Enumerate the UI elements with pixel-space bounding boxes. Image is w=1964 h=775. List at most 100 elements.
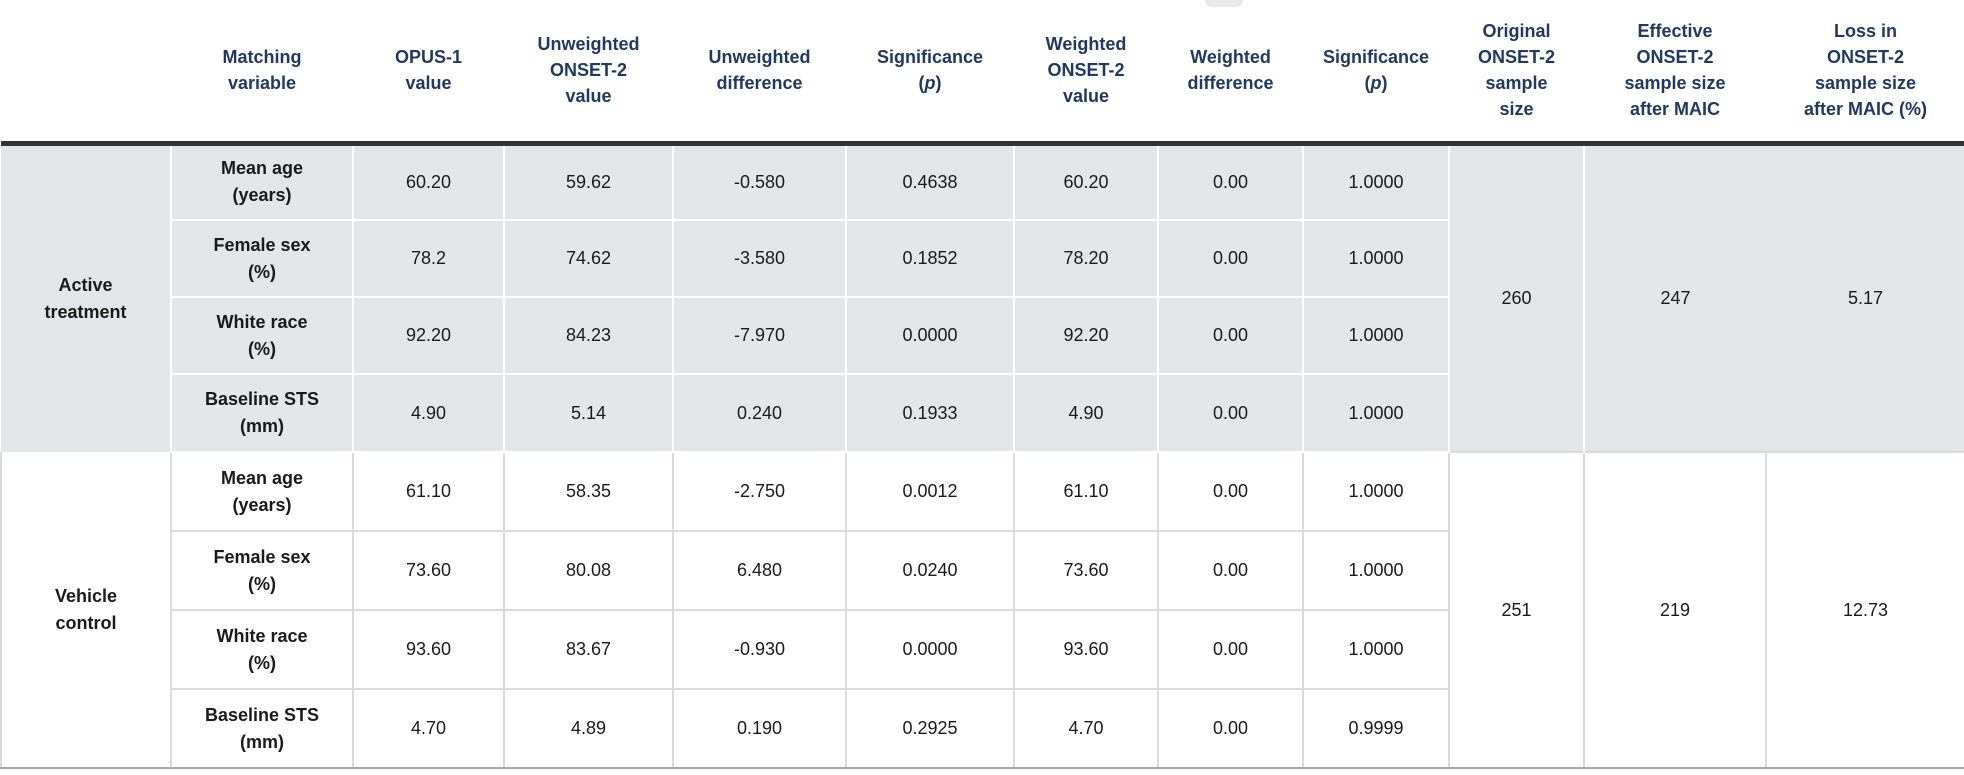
header-line: after MAIC (1629, 99, 1720, 120)
value-cell-unw_onset2: 74.62 (503, 219, 674, 298)
header-line: sample size (1624, 73, 1726, 94)
value-cell-opus1: 60.20 (352, 142, 505, 221)
value-cell-w_onset2: 93.60 (1013, 609, 1159, 690)
value-cell-unw_diff: -0.580 (672, 142, 847, 221)
value-cell-sig2: 0.9999 (1302, 688, 1450, 769)
value-cell-unw_diff: -2.750 (672, 451, 847, 532)
matching-variable-cell: Female sex (%) (170, 530, 354, 611)
table-row: Baseline STS (mm) 4.90 5.14 0.240 0.1933 4.90 0… (1, 373, 1964, 453)
header-line: sample (1485, 73, 1548, 94)
matching-variable-cell: Mean age (years) (170, 451, 354, 532)
value-cell-unw_onset2: 5.14 (503, 373, 674, 453)
header-line: Significance (876, 47, 984, 68)
column-header-group (1, 0, 171, 146)
value-cell-opus1: 92.20 (352, 296, 505, 375)
header-line: Weighted (1045, 34, 1127, 55)
value-cell-sig2: 1.0000 (1302, 296, 1450, 375)
value-cell-unw_diff: -3.580 (672, 219, 847, 298)
value-cell-unw_diff: -0.930 (672, 609, 847, 690)
header-line: (p) (1364, 73, 1388, 94)
cropped-element-artifact (1205, 0, 1243, 7)
sample-size-cell-eff_n: 219 (1583, 451, 1767, 769)
value-cell-w_diff: 0.00 (1157, 688, 1304, 769)
value-cell-sig2: 1.0000 (1302, 530, 1450, 611)
matching-variable-cell: Baseline STS (mm) (170, 373, 354, 453)
column-header-opus1: OPUS-1 value (353, 0, 504, 146)
value-cell-w_onset2: 78.20 (1013, 219, 1159, 298)
sample-size-cell-eff_n: 247 (1584, 143, 1766, 452)
header-line: Loss in (1833, 21, 1897, 42)
column-header-unw_onset2: Unweighted ONSET-2 value (504, 0, 673, 146)
value-cell-w_onset2: 61.10 (1013, 451, 1159, 532)
value-cell-unw_diff: 0.190 (672, 688, 847, 769)
group-label-line: control (55, 612, 117, 633)
variable-line: (%) (248, 652, 276, 673)
group-label-line: treatment (44, 301, 127, 322)
value-cell-w_diff: 0.00 (1157, 373, 1304, 453)
variable-line: (%) (248, 573, 276, 594)
matching-variable-cell: Female sex (%) (170, 219, 354, 298)
value-cell-w_diff: 0.00 (1157, 530, 1304, 611)
matching-variable-cell: Mean age (years) (170, 142, 354, 221)
value-cell-w_onset2: 4.70 (1013, 688, 1159, 769)
variable-line: (years) (232, 494, 292, 515)
sample-size-cell-loss_n: 12.73 (1765, 451, 1964, 769)
header-line: Effective (1637, 21, 1713, 42)
header-line: ONSET-2 (549, 60, 628, 81)
variable-line: (mm) (240, 416, 284, 436)
header-line: difference (716, 73, 803, 94)
value-cell-sig1: 0.4638 (845, 142, 1015, 221)
value-cell-sig1: 0.0012 (845, 451, 1015, 532)
column-header-sig2: Significance (p) (1303, 0, 1449, 146)
value-cell-w_diff: 0.00 (1157, 142, 1304, 221)
variable-line: (%) (248, 338, 276, 359)
value-cell-w_diff: 0.00 (1157, 609, 1304, 690)
group-label-line: Active (58, 274, 113, 295)
header-line: sample size (1814, 73, 1917, 94)
value-cell-sig1: 0.0240 (845, 530, 1015, 611)
variable-line: White race (216, 311, 308, 332)
value-cell-sig1: 0.1933 (845, 373, 1015, 453)
value-cell-unw_onset2: 58.35 (503, 451, 674, 532)
table-row: White race (%) 93.60 83.67 -0.930 0.0000 93.60… (1, 609, 1964, 690)
table-row: Vehicle control Mean age (years) 61.10 58.35-… (0, 451, 1964, 769)
header-line: ONSET-2 (1826, 47, 1905, 68)
column-header-unw_diff: Unweighted difference (673, 0, 846, 146)
header-line: value (1062, 86, 1110, 107)
value-cell-unw_onset2: 80.08 (503, 530, 674, 611)
column-header-orig_n: Original ONSET-2 sample size (1449, 0, 1584, 146)
value-cell-sig2: 1.0000 (1302, 451, 1450, 532)
header-line: size (1499, 99, 1534, 120)
header-line: value (565, 86, 612, 107)
table-header: Matching variable OPUS-1 value Unweighted ONS… (1, 0, 1964, 146)
header-line: ONSET-2 (1636, 47, 1714, 68)
variable-line: Female sex (213, 546, 311, 567)
sample-size-cell-loss_n: 5.17 (1766, 143, 1964, 452)
variable-line: Female sex (213, 234, 311, 255)
variable-line: White race (216, 625, 308, 646)
value-cell-w_onset2: 4.90 (1013, 373, 1159, 453)
value-cell-opus1: 4.70 (352, 688, 505, 769)
value-cell-sig2: 1.0000 (1302, 373, 1450, 453)
value-cell-sig2: 1.0000 (1302, 219, 1450, 298)
value-cell-unw_onset2: 4.89 (503, 688, 674, 769)
header-line: Unweighted (708, 47, 811, 68)
variable-line: Baseline STS (204, 389, 320, 409)
header-line: Original (1482, 21, 1551, 42)
header-line: Weighted (1190, 47, 1271, 68)
header-line: ONSET-2 (1047, 60, 1125, 81)
value-cell-sig2: 1.0000 (1302, 142, 1450, 221)
value-cell-unw_diff: 6.480 (672, 530, 847, 611)
column-header-sig1: Significance (p) (846, 0, 1014, 146)
value-cell-w_onset2: 92.20 (1013, 296, 1159, 375)
value-cell-opus1: 78.2 (352, 219, 505, 298)
value-cell-unw_onset2: 83.67 (503, 609, 674, 690)
column-header-variable: Matching variable (171, 0, 353, 146)
variable-line: (years) (232, 185, 292, 206)
table-row: White race (%) 92.20 84.23 -7.970 0.0000 92.20… (1, 296, 1964, 375)
sample-size-cell-orig_n: 260 (1448, 143, 1585, 452)
value-cell-unw_onset2: 84.23 (503, 296, 674, 375)
header-row: Matching variable OPUS-1 value Unweighted ONS… (1, 0, 1964, 146)
